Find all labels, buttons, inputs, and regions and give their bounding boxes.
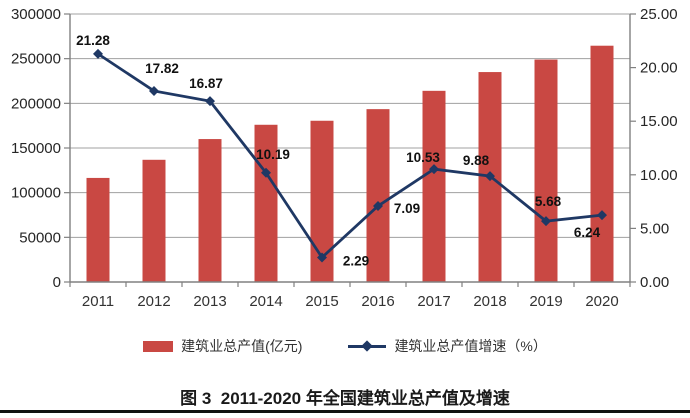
- line-marker: [261, 167, 271, 178]
- chart: 0 50000 100000 150000 200000 250000 300000 0.00…: [11, 6, 678, 310]
- bar-2015: [310, 120, 334, 283]
- bar-2019: [534, 59, 558, 283]
- line-sample-icon: [348, 340, 387, 352]
- y-axis-tick-label: 150000: [11, 140, 61, 157]
- page-rule: [0, 410, 690, 413]
- data-label: 5.68: [535, 194, 562, 209]
- x-axis-tick-label: 2019: [529, 293, 562, 310]
- y-axis-tick-label: 50000: [19, 229, 61, 246]
- line-marker: [373, 200, 383, 211]
- data-label: 17.82: [145, 61, 179, 76]
- y2-axis-tick-label: 25.00: [640, 6, 678, 23]
- diamond-marker-icon: [361, 340, 374, 352]
- bar-2017: [422, 90, 446, 283]
- y2-axis-tick-label: 0.00: [640, 274, 669, 291]
- legend-item-line: 建筑业总产值增速（%）: [348, 336, 547, 356]
- x-axis-tick-label: 2012: [137, 293, 170, 310]
- x-axis-tick-label: 2011: [82, 293, 114, 310]
- y2-axis-tick-label: 15.00: [640, 113, 678, 130]
- line-marker: [93, 48, 103, 59]
- bar-2013: [198, 139, 222, 282]
- figure-caption: 图 3 2011-2020 年全国建筑业总产值及增速: [180, 389, 510, 408]
- legend-bar-label: 建筑业总产值(亿元): [181, 338, 303, 354]
- data-label: 2.29: [343, 253, 369, 268]
- y-axis-tick-label: 0: [53, 274, 61, 291]
- x-axis-tick-label: 2015: [305, 293, 338, 310]
- bar-2020: [590, 45, 614, 282]
- bar-2016: [366, 109, 390, 282]
- y-axis-tick-label: 250000: [11, 51, 61, 68]
- legend-line-label: 建筑业总产值增速（%）: [394, 338, 547, 354]
- line-marker: [149, 85, 159, 96]
- y-axis-tick-label: 100000: [11, 185, 61, 202]
- bar-swatch-icon: [143, 340, 174, 352]
- data-label: 10.19: [256, 147, 290, 162]
- x-axis-tick-label: 2014: [249, 293, 282, 310]
- line-marker: [205, 96, 215, 107]
- y-axis-tick-label: 300000: [11, 6, 61, 23]
- data-label: 16.87: [189, 76, 223, 91]
- line-marker: [317, 252, 327, 263]
- x-axis-tick-label: 2016: [361, 293, 394, 310]
- y2-axis-tick-label: 10.00: [640, 167, 678, 184]
- x-axis-tick-label: 2017: [417, 293, 450, 310]
- line-marker: [541, 216, 551, 227]
- bar-2011: [86, 177, 110, 282]
- data-label: 7.09: [394, 201, 420, 216]
- data-label: 6.24: [574, 225, 601, 240]
- data-label: 9.88: [463, 153, 490, 168]
- line-marker: [485, 171, 495, 182]
- x-axis-tick-label: 2020: [585, 293, 618, 310]
- growth-line: [97, 52, 603, 260]
- data-label: 10.53: [406, 150, 440, 165]
- x-axis-tick-label: 2018: [473, 293, 506, 310]
- y2-axis-tick-label: 20.00: [640, 60, 678, 77]
- line-marker: [429, 164, 439, 175]
- bar-2012: [142, 159, 166, 282]
- y-axis-tick-label: 200000: [11, 95, 61, 112]
- x-axis-tick-label: 2013: [193, 293, 226, 310]
- legend-item-bar: 建筑业总产值(亿元): [143, 336, 302, 356]
- y2-axis-tick-label: 5.00: [640, 220, 669, 237]
- data-label: 21.28: [76, 33, 110, 48]
- line-marker: [597, 210, 607, 221]
- chart-legend: 建筑业总产值(亿元) 建筑业总产值增速（%）: [0, 336, 690, 356]
